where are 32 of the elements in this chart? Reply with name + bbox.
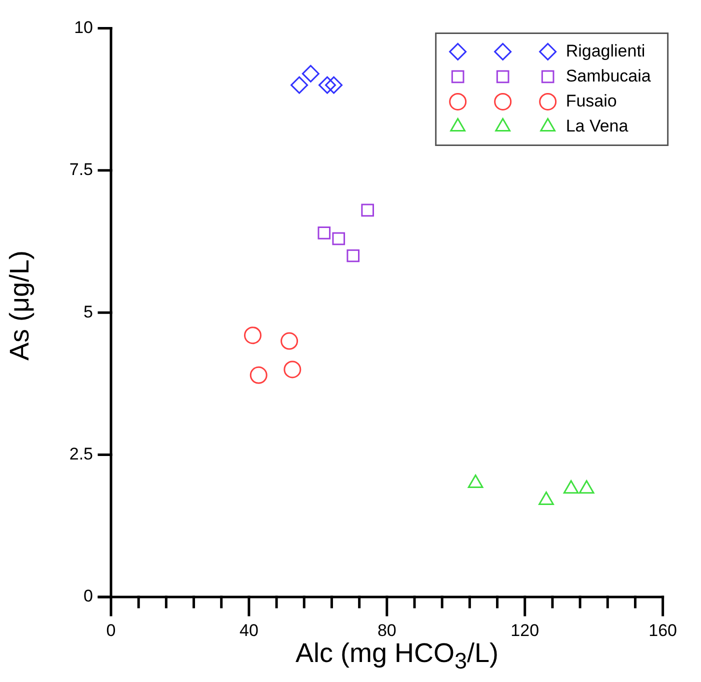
legend-label: La Vena: [566, 116, 629, 136]
legend-label: Fusaio: [566, 91, 617, 110]
legend-label: Sambucaia: [566, 66, 652, 86]
point: [302, 64, 320, 82]
point: [284, 360, 302, 378]
point: [332, 232, 346, 246]
point: [346, 249, 360, 262]
point: [290, 76, 308, 94]
x-axis-title: Alc (mg HCO$_{3}$/L): [294, 638, 500, 674]
x-tick-label: 0: [106, 620, 116, 640]
y-tick-label: 0: [84, 586, 93, 606]
y-tick-label: 2.5: [69, 444, 93, 464]
point: [325, 76, 343, 94]
x-tick-label: 80: [377, 620, 396, 640]
legend-label: Rigaglienti: [566, 41, 646, 60]
y-axis-title: As (μg/L): [4, 249, 36, 363]
point: [250, 366, 268, 384]
x-tick-label: 120: [510, 620, 540, 640]
point: [361, 204, 374, 217]
x-tick-label: 40: [239, 620, 258, 640]
point: [468, 474, 484, 488]
point: [563, 480, 579, 494]
x-tick-label: 160: [648, 620, 678, 640]
point: [578, 480, 594, 494]
y-tick-label: 10: [74, 18, 93, 37]
point: [538, 492, 554, 506]
point: [244, 326, 262, 344]
point: [318, 76, 336, 94]
y-tick-label: 7.5: [69, 160, 93, 180]
point: [280, 332, 298, 350]
point: [318, 226, 331, 240]
y-tick-label: 5: [84, 302, 93, 322]
